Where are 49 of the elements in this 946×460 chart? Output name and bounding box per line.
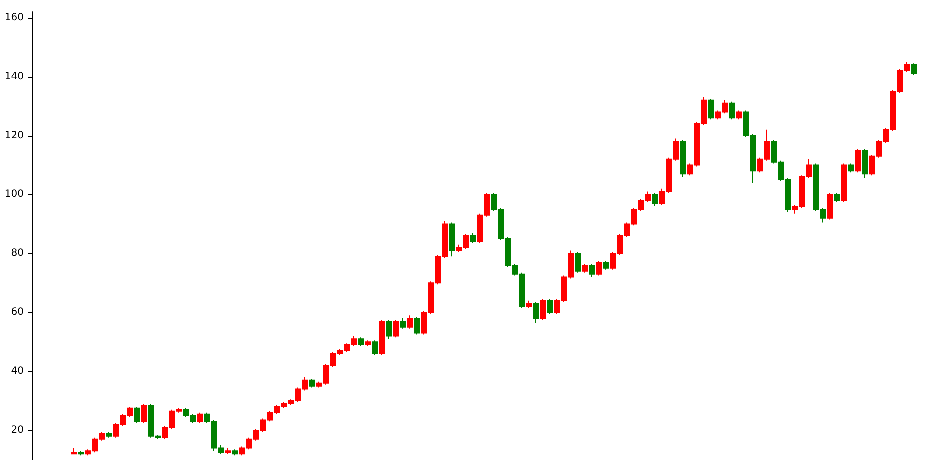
candlestick (547, 298, 553, 315)
candlestick (533, 302, 539, 324)
candlestick (106, 432, 112, 438)
candlestick (141, 404, 147, 424)
candlestick (407, 315, 413, 330)
candlestick (414, 316, 420, 336)
candlestick (197, 412, 203, 424)
y-tick-label: 120 (4, 130, 24, 142)
candlestick (78, 450, 84, 456)
candlestick (729, 101, 735, 120)
candlestick (911, 63, 917, 76)
candlestick (841, 163, 847, 203)
y-tick-label: 60 (11, 307, 24, 318)
candlestick (589, 264, 595, 278)
y-tick-label: 100 (4, 189, 24, 200)
candlestick (575, 252, 581, 274)
candlestick (309, 378, 315, 388)
candlestick (848, 163, 854, 174)
candlestick (449, 222, 455, 258)
candlestick (358, 337, 364, 348)
candlestick (470, 232, 476, 244)
y-tick-label: 140 (4, 71, 24, 82)
candlestick (827, 192, 833, 220)
candlestick (134, 406, 140, 424)
candlestick (603, 260, 609, 270)
candlestick (596, 260, 602, 276)
candlestick (526, 300, 532, 309)
candlestick (379, 320, 385, 356)
y-tick-label: 40 (11, 366, 24, 378)
candlestick (365, 340, 371, 348)
candlestick (393, 320, 399, 338)
candlestick (736, 110, 742, 120)
candlestick (834, 192, 840, 203)
candlestick (225, 448, 231, 455)
candlestick (708, 98, 714, 120)
y-tick-label: 20 (11, 425, 24, 436)
candlestick (372, 340, 378, 356)
candlestick (386, 320, 392, 340)
y-tick-label: 80 (11, 248, 24, 260)
y-tick-label: 160 (4, 12, 24, 24)
candlestick (582, 264, 588, 274)
candlestick (855, 148, 861, 174)
candlestick (400, 318, 406, 330)
candlestick (862, 148, 868, 180)
candlestick (680, 140, 686, 178)
candlestick (232, 449, 238, 456)
candlestick (540, 298, 546, 320)
candlestick (652, 192, 658, 208)
candlestick (71, 448, 77, 455)
